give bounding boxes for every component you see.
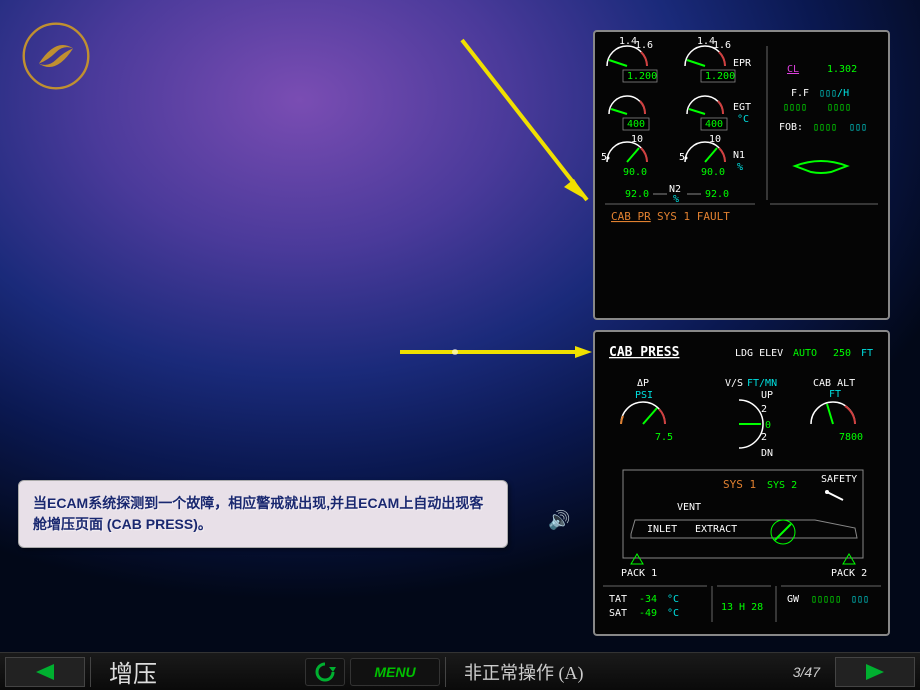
egt-label: EGT [733, 102, 751, 113]
sys2-label: SYS 2 [767, 480, 797, 491]
ff-v1: ▯▯▯▯ [783, 102, 807, 113]
gw-unit: ▯▯▯ [851, 594, 869, 605]
ff-unit: ▯▯▯/H [819, 88, 849, 99]
dp-value: 7.5 [655, 432, 673, 443]
safety-label: SAFETY [821, 474, 857, 485]
vs-dn: DN [761, 448, 773, 459]
egt2-value: 400 [705, 119, 723, 130]
ecam-lower-display: CAB PRESS LDG ELEV AUTO 250 FT ΔP PSI 7.… [593, 330, 890, 636]
cl-label: CL [787, 64, 799, 75]
next-button[interactable] [835, 657, 915, 687]
ff-v2: ▯▯▯▯ [827, 102, 851, 113]
svg-text:5: 5 [601, 152, 607, 163]
epr1-tick2: 1.6 [635, 40, 653, 51]
dp-label: ΔP [637, 378, 649, 389]
vs-label: V/S [725, 378, 743, 389]
sat-label: SAT [609, 608, 627, 619]
n1-tick1: 10 [631, 134, 643, 145]
ldg-elev-mode: AUTO [793, 348, 817, 359]
egt1-value: 400 [627, 119, 645, 130]
n1-tick2: 10 [709, 134, 721, 145]
arrow-to-lower [395, 342, 595, 362]
ff-label: F.F [791, 88, 809, 99]
pack2-label: PACK 2 [831, 568, 867, 579]
sat-unit: °C [667, 608, 679, 619]
extract-label: EXTRACT [695, 524, 737, 535]
tat-label: TAT [609, 594, 627, 605]
arrow-to-upper [452, 30, 612, 220]
section-title: 增压 [91, 654, 175, 689]
ldg-elev-unit: FT [861, 348, 873, 359]
dp-unit: PSI [635, 390, 653, 401]
gw-value: ▯▯▯▯▯ [811, 594, 841, 605]
fob-unit: ▯▯▯ [849, 122, 867, 133]
pack1-label: PACK 1 [621, 568, 657, 579]
vs-tick-u: 2 [761, 404, 767, 415]
ldg-elev-label: LDG ELEV [735, 348, 783, 359]
vs-unit: FT/MN [747, 378, 777, 389]
svg-text:5: 5 [679, 152, 685, 163]
n1-2-value: 90.0 [701, 167, 725, 178]
n1-label: N1 [733, 150, 745, 161]
tat-unit1: °C [667, 594, 679, 605]
brand-logo [18, 18, 94, 94]
bottom-nav-bar: 增压 MENU 非正常操作 (A) 3/47 [0, 652, 920, 690]
warning-msg: SYS 1 FAULT [657, 210, 730, 223]
epr-label: EPR [733, 58, 752, 69]
sys1-label: SYS 1 [723, 478, 756, 491]
cabalt-value: 7800 [839, 432, 863, 443]
menu-button[interactable]: MENU [350, 658, 440, 686]
cab-press-title: CAB PRESS [609, 345, 680, 360]
cabalt-unit: FT [829, 389, 841, 400]
epr2-value: 1.200 [705, 71, 735, 82]
ldg-elev-value: 250 [833, 348, 851, 359]
fob-label: FOB: [779, 122, 803, 133]
vent-label: VENT [677, 502, 701, 513]
prev-button[interactable] [5, 657, 85, 687]
n2-2-value: 92.0 [705, 189, 729, 200]
inlet-label: INLET [647, 524, 677, 535]
tat-value: -34 [639, 594, 657, 605]
audio-icon[interactable]: 🔊 [548, 510, 570, 531]
tooltip-text: 当ECAM系统探测到一个故障，相应警戒就出现,并且ECAM上自动出现客舱增压页面… [33, 493, 493, 535]
info-tooltip: 当ECAM系统探测到一个故障，相应警戒就出现,并且ECAM上自动出现客舱增压页面… [18, 480, 508, 548]
n1-1-value: 90.0 [623, 167, 647, 178]
subtitle: 非正常操作 (A) [446, 659, 602, 685]
gw-label: GW [787, 594, 800, 605]
egt-unit: °C [737, 114, 749, 125]
epr1-value: 1.200 [627, 71, 657, 82]
vs-value: 0 [765, 420, 771, 431]
prev-icon [32, 662, 58, 682]
vs-tick-d: 2 [761, 432, 767, 443]
fob-value: ▯▯▯▯ [813, 122, 837, 133]
next-icon [862, 662, 888, 682]
ecam-upper-display: 1.4 1.6 1.200 1.4 1.6 1.200 EPR [593, 30, 890, 320]
n2-1-value: 92.0 [625, 189, 649, 200]
n1-unit: % [737, 162, 743, 173]
warning-sys: CAB PR [611, 210, 651, 223]
time-value: 13 H 28 [721, 602, 763, 613]
n2-unit: % [673, 194, 679, 205]
sat-value: -49 [639, 608, 657, 619]
cl-value: 1.302 [827, 64, 857, 75]
cabalt-label: CAB ALT [813, 378, 855, 389]
epr2-tick2: 1.6 [713, 40, 731, 51]
page-indicator: 3/47 [783, 664, 830, 680]
vs-up: UP [761, 390, 773, 401]
refresh-icon [314, 661, 336, 683]
refresh-button[interactable] [305, 658, 345, 686]
